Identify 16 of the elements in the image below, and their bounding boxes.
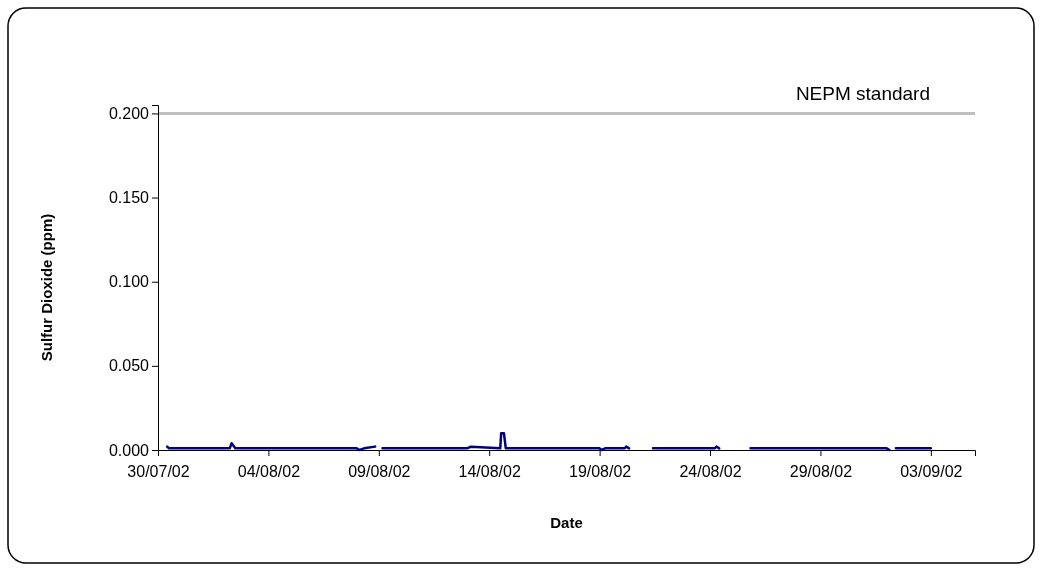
x-tick-label: 04/08/02: [237, 462, 301, 480]
x-tick-label: 09/08/02: [348, 462, 411, 480]
x-tick-label: 30/07/02: [127, 462, 190, 480]
y-tick-label: 0.050: [108, 357, 150, 375]
x-tick-label: 03/09/02: [900, 462, 963, 480]
x-tick-label: 14/08/02: [458, 462, 521, 480]
ref-line-label: NEPM standard: [795, 83, 930, 105]
y-tick-label: 0.100: [108, 273, 150, 291]
y-axis-title: Sulfur Dioxide (ppm): [38, 213, 55, 362]
x-axis-title: Date: [550, 514, 583, 531]
x-tick-label: 24/08/02: [679, 462, 742, 480]
y-tick-label: 0.000: [108, 441, 150, 459]
x-tick-label: 29/08/02: [789, 462, 853, 480]
y-tick-label: 0.200: [108, 105, 150, 123]
y-tick-label: 0.150: [108, 189, 150, 207]
x-tick-label: 19/08/02: [568, 462, 632, 480]
